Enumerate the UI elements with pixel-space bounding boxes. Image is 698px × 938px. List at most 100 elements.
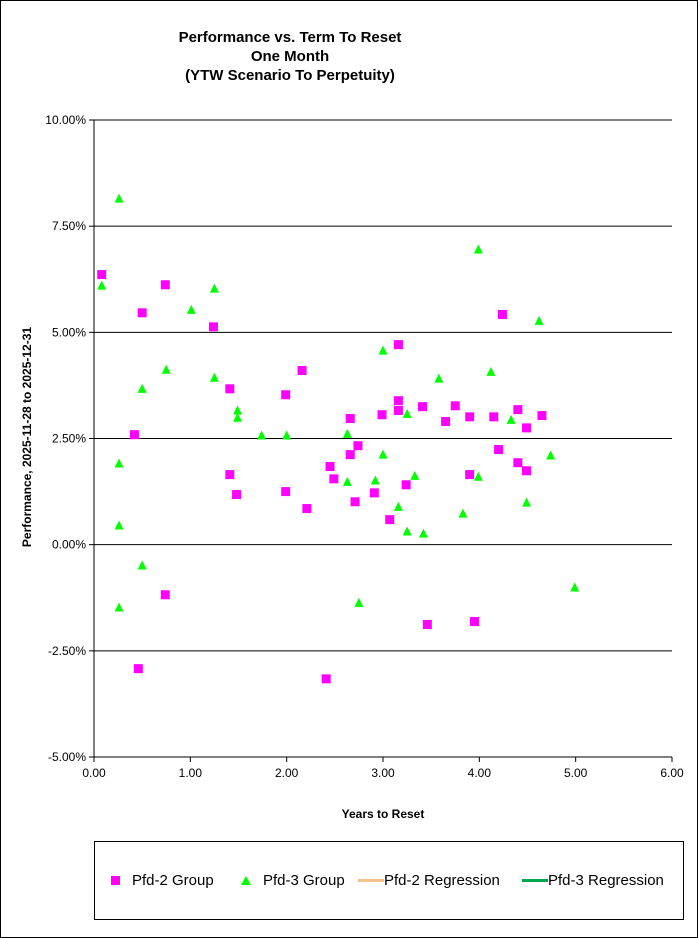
pfd3-data-point — [282, 430, 292, 440]
pfd3-data-point — [434, 373, 444, 383]
pfd2-data-point — [393, 405, 403, 415]
legend: Pfd-2 Group Pfd-3 Group Pfd-2 Regression… — [94, 841, 684, 920]
pfd3-data-point — [209, 372, 219, 382]
pfd2-data-point — [281, 487, 291, 497]
x-tick-label: 2.00 — [275, 766, 299, 780]
pfd3-data-point — [186, 304, 196, 314]
y-tick-label: 5.00% — [52, 325, 86, 339]
pfd2-data-point — [160, 590, 170, 600]
pfd3-data-point — [137, 560, 147, 570]
pfd2-data-point — [522, 466, 532, 476]
pfd2-data-point — [137, 308, 147, 318]
pfd2-data-point — [321, 674, 331, 684]
pfd2-data-point — [325, 462, 335, 472]
pfd3-data-point — [473, 244, 483, 254]
line-marker-icon — [522, 879, 548, 882]
legend-item-pfd3-group: Pfd-3 Group — [241, 872, 345, 889]
pfd2-data-point — [489, 412, 499, 422]
y-tick-label: -2.50% — [48, 644, 86, 658]
pfd3-data-point — [393, 501, 403, 511]
chart-title: Performance vs. Term To Reset One Month … — [140, 28, 440, 85]
title-line-1: Performance vs. Term To Reset — [178, 29, 402, 46]
pfd3-data-point — [506, 414, 516, 424]
legend-label: Pfd-2 Regression — [384, 872, 500, 889]
pfd3-data-point — [410, 470, 420, 480]
pfd3-data-point — [546, 450, 556, 460]
y-tick-label: 0.00% — [52, 538, 86, 552]
pfd2-data-point — [465, 470, 475, 480]
pfd3-data-point — [342, 428, 352, 438]
y-tick-label: -5.00% — [48, 750, 86, 764]
title-line-2: One Month — [250, 48, 330, 65]
legend-item-pfd2-group: Pfd-2 Group — [111, 872, 214, 889]
plot-area: 10.00% 7.50% 5.00% 2.50% 0.00% -2.50% -5.00% 0.… — [45, 113, 684, 780]
pfd2-data-point — [497, 309, 507, 319]
pfd2-data-point — [208, 322, 218, 332]
square-marker-icon — [111, 876, 120, 885]
pfd3-data-point — [114, 193, 124, 203]
pfd2-data-point — [345, 450, 355, 460]
pfd2-data-point — [401, 480, 411, 490]
pfd2-data-point — [513, 405, 523, 415]
pfd2-data-point — [350, 497, 360, 507]
pfd3-data-point — [458, 508, 468, 518]
x-tick-label: 6.00 — [660, 766, 684, 780]
pfd3-data-point — [257, 430, 267, 440]
pfd2-data-point — [537, 411, 547, 421]
pfd2-data-point — [441, 417, 451, 427]
pfd2-data-point — [281, 390, 291, 400]
pfd3-data-point — [209, 283, 219, 293]
pfd3-data-point — [418, 528, 428, 538]
pfd2-data-point — [225, 470, 235, 480]
x-axis-label: Years to Reset — [341, 807, 425, 821]
pfd3-data-point — [233, 412, 243, 422]
pfd2-data-point — [133, 664, 143, 674]
pfd2-data-point — [393, 340, 403, 350]
pfd2-data-point — [160, 280, 170, 290]
pfd2-data-point — [232, 490, 242, 500]
pfd2-data-point — [345, 414, 355, 424]
pfd2-data-point — [97, 270, 107, 280]
pfd2-data-point — [329, 474, 339, 484]
pfd3-data-point — [114, 458, 124, 468]
legend-item-pfd3-regression: Pfd-3 Regression — [522, 872, 664, 889]
legend-item-pfd2-regression: Pfd-2 Regression — [358, 872, 500, 889]
pfd2-data-point — [129, 430, 139, 440]
x-tick-label: 1.00 — [179, 766, 203, 780]
pfd3-data-point — [161, 364, 171, 374]
line-marker-icon — [358, 879, 384, 882]
pfd2-data-point — [297, 366, 307, 376]
legend-label: Pfd-3 Group — [263, 872, 345, 889]
legend-label: Pfd-3 Regression — [548, 872, 664, 889]
pfd3-data-point — [534, 315, 544, 325]
y-tick-label: 10.00% — [45, 113, 86, 127]
x-tick-label: 4.00 — [468, 766, 492, 780]
pfd3-data-point — [114, 520, 124, 530]
pfd3-data-point — [342, 476, 352, 486]
pfd3-data-point — [137, 383, 147, 393]
pfd2-data-point — [417, 402, 427, 412]
pfd3-data-point — [114, 602, 124, 612]
pfd2-data-point — [522, 423, 532, 433]
title-line-3: (YTW Scenario To Perpetuity) — [185, 67, 395, 84]
pfd3-data-point — [354, 597, 364, 607]
legend-label: Pfd-2 Group — [132, 872, 214, 889]
pfd3-data-point — [486, 366, 496, 376]
pfd2-data-point — [450, 401, 460, 411]
y-axis-label: Performance, 2025-11-28 to 2025-12-31 — [20, 326, 34, 548]
x-tick-label: 5.00 — [564, 766, 588, 780]
pfd2-data-point — [353, 441, 363, 451]
pfd3-data-point — [378, 345, 388, 355]
pfd2-data-point — [302, 504, 312, 514]
pfd3-data-point — [233, 405, 243, 415]
pfd3-data-point — [378, 449, 388, 459]
pfd2-data-point — [369, 488, 379, 498]
pfd3-data-point — [473, 471, 483, 481]
pfd2-data-point — [470, 617, 480, 627]
pfd3-data-point — [570, 582, 580, 592]
pfd3-data-point — [402, 526, 412, 536]
pfd2-data-point — [465, 412, 475, 422]
pfd3-data-point — [97, 280, 107, 290]
x-tick-label: 3.00 — [371, 766, 395, 780]
x-tick-label: 0.00 — [82, 766, 106, 780]
